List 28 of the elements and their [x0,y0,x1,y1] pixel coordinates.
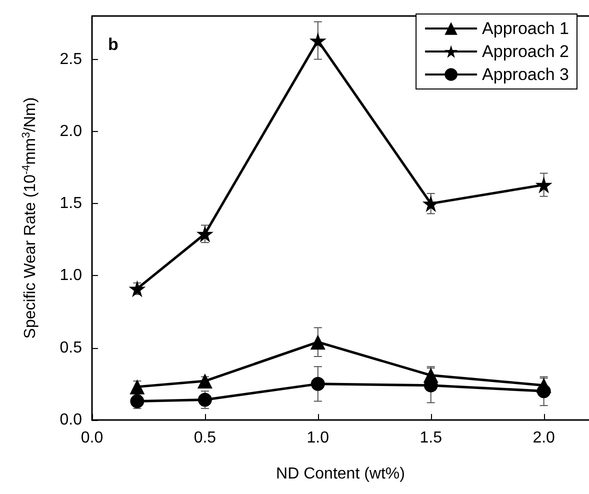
point [130,379,145,394]
legend-label: Approach 3 [482,65,569,84]
y-axis-title: Specific Wear Rate (10-4mm3/Nm) [20,97,39,339]
point [310,376,325,391]
x-tick-label: 1.0 [306,430,330,446]
legend-label: Approach 2 [482,42,569,61]
annotation: b [108,35,118,54]
point [196,225,214,242]
point [197,374,212,389]
point [198,392,212,407]
y-tick-label: 2.5 [60,50,82,68]
x-tick-label: 2.0 [532,430,556,446]
y-tick-label: 1.0 [60,267,82,284]
point [536,384,551,398]
y-tick-label: 0.0 [60,412,82,428]
y-tick-label: 0.5 [60,339,82,356]
point [130,394,144,408]
legend-label: Approach 1 [482,19,569,38]
point [309,32,326,50]
point [128,280,146,298]
x-tick-label: 1.5 [420,430,442,446]
point [535,176,552,194]
point [310,334,326,350]
x-tick-label: 0.0 [80,430,104,446]
x-axis-title: ND Content (wt%) [276,466,405,482]
x-tick-label: 0.5 [194,430,216,446]
y-tick-label: 2.0 [60,122,82,140]
y-tick-label: 1.5 [60,195,82,212]
